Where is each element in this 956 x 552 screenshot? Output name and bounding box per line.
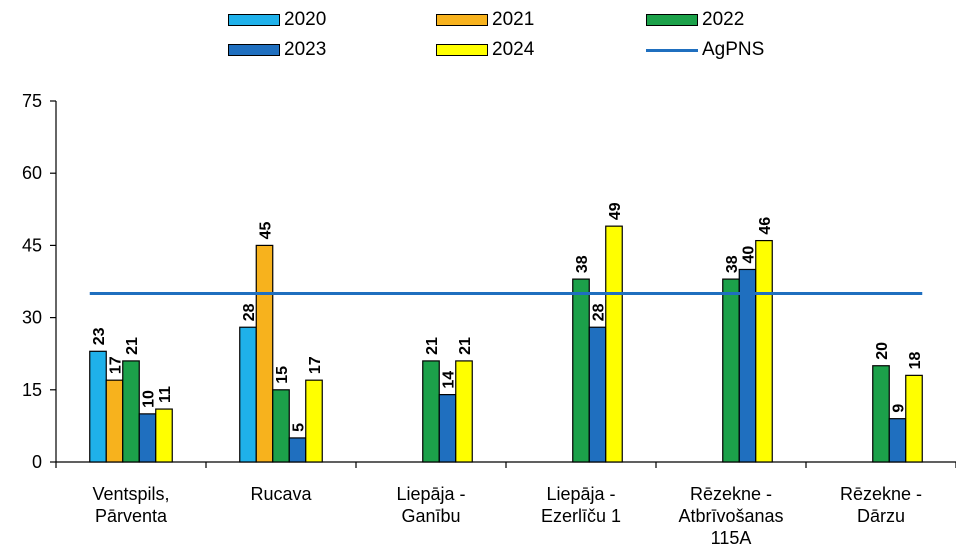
data-label-2022: 38 bbox=[724, 255, 741, 273]
data-label-2023: 9 bbox=[891, 404, 908, 413]
bar-2021 bbox=[105, 379, 124, 463]
bar-2023 bbox=[738, 268, 757, 463]
legend-label-agpns: AgPNS bbox=[702, 39, 765, 60]
x-category-label: Ezerlīču 1 bbox=[541, 506, 621, 526]
bar-2023 bbox=[888, 418, 907, 463]
legend-item-2023: 2023 bbox=[228, 38, 326, 62]
data-label-2020: 28 bbox=[241, 303, 258, 321]
bar-2024 bbox=[455, 360, 473, 463]
legend-label-2023: 2023 bbox=[284, 39, 327, 60]
data-label-2022: 38 bbox=[574, 255, 591, 273]
x-category-label: 115A bbox=[711, 528, 752, 548]
bar-2024 bbox=[905, 374, 923, 463]
data-label-2024: 46 bbox=[757, 217, 774, 235]
x-category-label: Liepāja - bbox=[546, 484, 615, 504]
bar-2022 bbox=[422, 360, 440, 463]
data-label-2022: 15 bbox=[274, 366, 291, 384]
x-category-label: Ventspils, bbox=[92, 484, 169, 504]
legend-item-2021: 2021 bbox=[436, 8, 534, 32]
bar-2022 bbox=[122, 360, 140, 463]
legend-swatch-2022 bbox=[646, 14, 698, 26]
legend-line-agpns bbox=[646, 48, 698, 52]
data-label-2021: 45 bbox=[258, 222, 275, 240]
legend-label-2021: 2021 bbox=[492, 9, 535, 30]
x-category-label: Liepāja - bbox=[396, 484, 465, 504]
bar-2023 bbox=[288, 437, 307, 463]
bar-2023 bbox=[438, 394, 457, 463]
legend-swatch-2021 bbox=[436, 14, 488, 26]
legend-label-2024: 2024 bbox=[492, 39, 535, 60]
data-label-2024: 11 bbox=[157, 386, 174, 403]
data-label-2023: 14 bbox=[441, 371, 458, 389]
bar-2024 bbox=[755, 239, 773, 463]
x-category-label: Rēzekne - bbox=[840, 484, 922, 504]
bar-2022 bbox=[872, 365, 890, 463]
legend-swatch-2023 bbox=[228, 44, 280, 56]
x-category-label: Dārzu bbox=[857, 506, 905, 526]
legend-item-2024: 2024 bbox=[436, 38, 534, 62]
x-category-label: Pārventa bbox=[95, 506, 168, 526]
bar-2022 bbox=[572, 278, 590, 463]
legend-item-agpns: AgPNS bbox=[646, 38, 764, 62]
data-label-2023: 28 bbox=[591, 303, 608, 321]
data-label-2024: 49 bbox=[607, 202, 624, 220]
bar-2023 bbox=[588, 326, 607, 463]
y-tick-label: 45 bbox=[22, 235, 42, 255]
bar-2020 bbox=[239, 326, 257, 463]
bar-2020 bbox=[89, 350, 107, 463]
data-label-2023: 10 bbox=[141, 390, 158, 408]
bar-2023 bbox=[138, 413, 157, 463]
legend-swatch-2024 bbox=[436, 44, 488, 56]
data-label-2024: 17 bbox=[307, 356, 324, 374]
x-category-label: Rēzekne - bbox=[690, 484, 772, 504]
bar-2022 bbox=[722, 278, 740, 463]
x-category-label: Ganību bbox=[401, 506, 460, 526]
bar-2021 bbox=[255, 244, 274, 463]
data-label-2022: 21 bbox=[124, 337, 141, 355]
bar-2024 bbox=[305, 379, 323, 463]
data-label-2024: 21 bbox=[457, 337, 474, 355]
data-label-2021: 17 bbox=[108, 356, 125, 374]
legend-item-2020: 2020 bbox=[228, 8, 326, 32]
legend-swatch-2020 bbox=[228, 14, 280, 26]
legend-label-2020: 2020 bbox=[284, 9, 327, 30]
data-label-2020: 23 bbox=[91, 327, 108, 345]
y-tick-label: 75 bbox=[22, 91, 42, 111]
data-label-2022: 20 bbox=[874, 342, 891, 360]
legend-label-2022: 2022 bbox=[702, 9, 745, 30]
y-tick-label: 30 bbox=[22, 308, 42, 328]
x-category-label: Atbrīvošanas bbox=[678, 506, 783, 526]
bar-2022 bbox=[272, 389, 290, 463]
bar-2024 bbox=[155, 408, 173, 463]
chart-legend: 2020 2021 2022 2023 2024 AgPNS bbox=[0, 0, 956, 70]
data-label-2023: 40 bbox=[741, 246, 758, 264]
x-category-label: Rucava bbox=[250, 484, 312, 504]
y-tick-label: 15 bbox=[22, 380, 42, 400]
data-label-2022: 21 bbox=[424, 337, 441, 355]
legend-item-2022: 2022 bbox=[646, 8, 744, 32]
y-tick-label: 60 bbox=[22, 163, 42, 183]
data-label-2023: 5 bbox=[291, 423, 308, 432]
bar-2024 bbox=[605, 225, 623, 463]
y-tick-label: 0 bbox=[32, 452, 42, 472]
data-label-2024: 18 bbox=[907, 351, 924, 369]
